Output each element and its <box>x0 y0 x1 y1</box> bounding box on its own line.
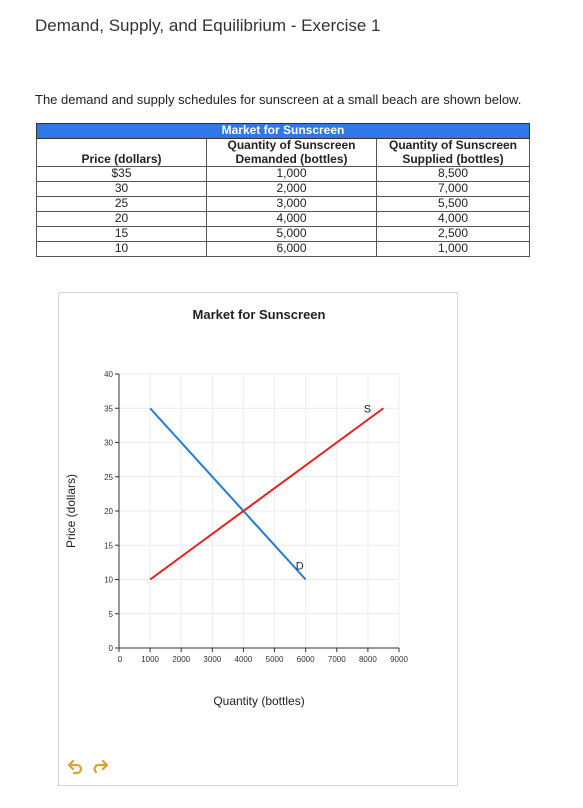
cell-supplied: 7,000 <box>375 181 531 197</box>
x-tick-label: 6000 <box>297 655 315 664</box>
cell-price: 30 <box>36 181 207 197</box>
table-row: $35 1,000 8,500 <box>36 166 531 182</box>
y-tick-label: 20 <box>104 507 113 516</box>
cell-price: 15 <box>36 226 207 242</box>
cell-supplied: 8,500 <box>375 166 531 182</box>
x-tick-label: 7000 <box>328 655 346 664</box>
col-header-price: Price (dollars) <box>36 138 207 167</box>
x-tick-label: 2000 <box>172 655 190 664</box>
schedule-table: Market for Sunscreen Price (dollars) Qua… <box>35 123 531 257</box>
series-line-d <box>149 407 307 581</box>
cell-demanded: 5,000 <box>206 226 377 242</box>
chart-title: Market for Sunscreen <box>193 307 326 322</box>
table-row: 30 2,000 7,000 <box>36 181 531 197</box>
col-header-supplied: Quantity of Sunscreen Supplied (bottles) <box>375 138 531 167</box>
x-tick-label: 8000 <box>359 655 377 664</box>
y-tick-label: 40 <box>104 370 113 379</box>
series-label-s: S <box>364 403 371 415</box>
cell-demanded: 4,000 <box>206 211 377 227</box>
x-tick-label: 4000 <box>235 655 253 664</box>
table-row: 25 3,000 5,500 <box>36 196 531 212</box>
cell-price: 25 <box>36 196 207 212</box>
y-axis-label: Price (dollars) <box>64 474 78 548</box>
table-row: 10 6,000 1,000 <box>36 241 531 257</box>
cell-price: $35 <box>36 166 207 182</box>
series-line-s <box>149 407 385 581</box>
y-tick-label: 5 <box>109 610 114 619</box>
intro-text: The demand and supply schedules for suns… <box>35 92 522 107</box>
y-tick-label: 15 <box>104 541 113 550</box>
cell-demanded: 3,000 <box>206 196 377 212</box>
table-caption: Market for Sunscreen <box>35 123 531 139</box>
y-tick-label: 35 <box>104 404 113 413</box>
x-tick-label: 3000 <box>203 655 221 664</box>
chart-panel: Market for Sunscreen 0 5 10 15 20 25 30 35 40 0 100… <box>58 292 458 786</box>
cell-demanded: 6,000 <box>206 241 377 257</box>
cell-demanded: 2,000 <box>206 181 377 197</box>
x-axis-label: Quantity (bottles) <box>213 694 304 708</box>
x-tick-label: 0 <box>118 655 123 664</box>
y-tick-label: 10 <box>104 576 113 585</box>
cell-price: 20 <box>36 211 207 227</box>
cell-supplied: 4,000 <box>375 211 531 227</box>
x-tick-label: 1000 <box>141 655 159 664</box>
table-row: 20 4,000 4,000 <box>36 211 531 227</box>
cell-supplied: 2,500 <box>375 226 531 242</box>
cell-supplied: 5,500 <box>375 196 531 212</box>
cell-supplied: 1,000 <box>375 241 531 257</box>
col-header-demanded: Quantity of Sunscreen Demanded (bottles) <box>206 138 377 167</box>
redo-icon[interactable] <box>92 759 110 777</box>
x-tick-label: 9000 <box>390 655 408 664</box>
supply-demand-chart: Market for Sunscreen 0 5 10 15 20 25 30 35 40 0 100… <box>64 307 408 708</box>
cell-demanded: 1,000 <box>206 166 377 182</box>
undo-icon[interactable] <box>66 759 84 777</box>
series-label-d: D <box>296 561 304 573</box>
x-tick-label: 5000 <box>266 655 284 664</box>
y-tick-label: 25 <box>104 473 113 482</box>
table-row: 15 5,000 2,500 <box>36 226 531 242</box>
cell-price: 10 <box>36 241 207 257</box>
y-tick-label: 0 <box>109 644 114 653</box>
page-title: Demand, Supply, and Equilibrium - Exerci… <box>35 16 381 35</box>
y-tick-label: 30 <box>104 439 113 448</box>
